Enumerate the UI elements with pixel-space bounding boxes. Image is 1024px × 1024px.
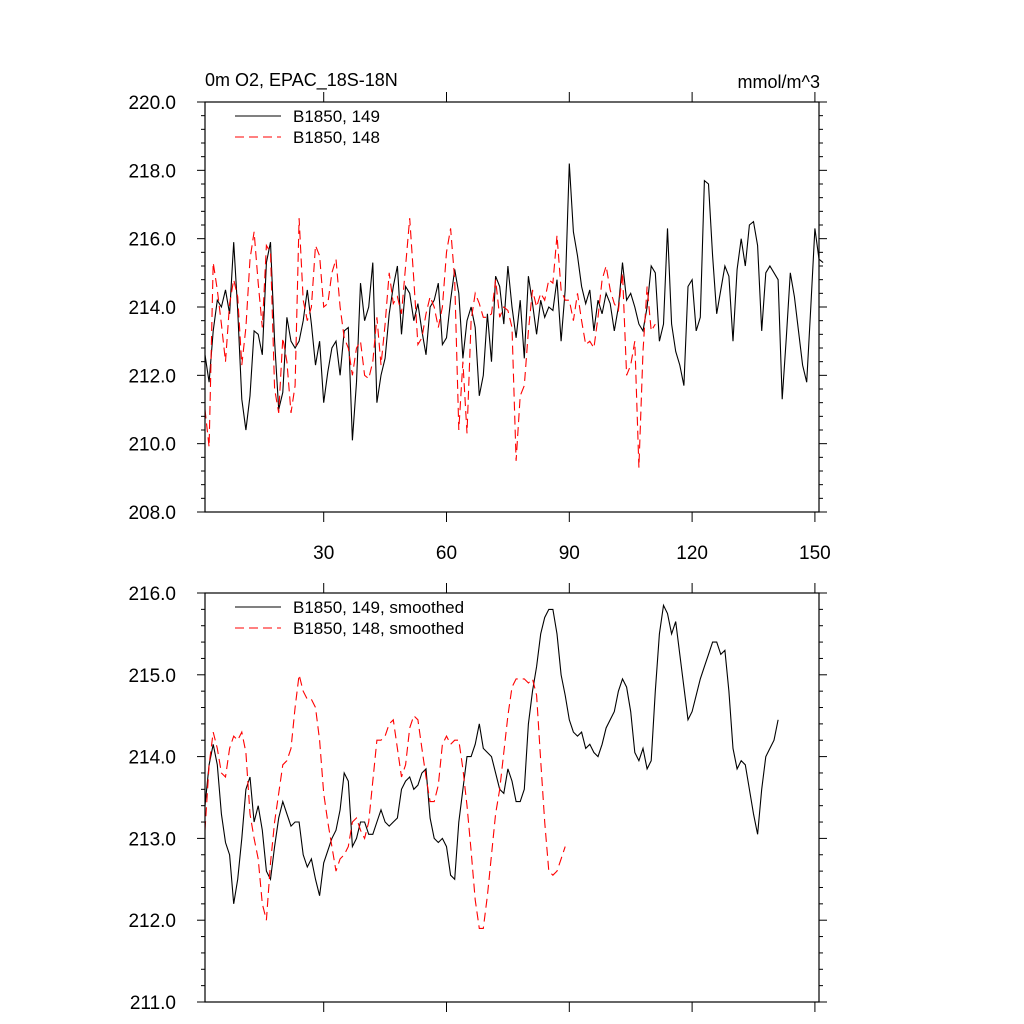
series-layer-top [204,163,824,468]
x-tick-label: 120 [676,543,708,564]
tick-layer-bottom [197,583,827,1012]
x-tick-label: 30 [313,543,334,564]
series-line-2 [204,218,656,468]
y-tick-label: 216.0 [128,230,176,251]
plot-frame-bottom [204,592,820,1003]
y-tick-label: 208.0 [128,503,176,524]
y-tick-label: 214.0 [128,748,176,769]
series-layer-bottom [204,603,779,929]
y-tick-label: 212.0 [128,366,176,387]
y-tick-label: 210.0 [128,435,176,456]
top-panel: 0m O2, EPAC_18S-18N mmol/m^3 208.0210.02… [128,70,830,564]
legend-label-1: B1850, 149, smoothed [293,598,464,617]
plot-frame-top [204,101,820,513]
y-tick-label: 214.0 [128,298,176,319]
legend-label-2: B1850, 148 [293,128,380,147]
y-tick-label: 216.0 [128,584,176,605]
tick-labels-bottom: 211.0 212.0 213.0 214.0 215.0 216.0 [128,584,176,1014]
bottom-panel: 211.0 212.0 213.0 214.0 215.0 216.0 B1850, 14… [128,583,827,1014]
series-line-1 [204,603,779,904]
y-tick-label: 218.0 [128,161,176,182]
series-line-2 [204,674,566,929]
legend-label-2: B1850, 148, smoothed [293,619,464,638]
x-tick-label: 150 [799,543,831,564]
x-tick-label: 90 [559,543,580,564]
y-tick-label: 215.0 [128,666,176,687]
tick-layer-top [197,92,827,522]
y-tick-label: 213.0 [128,829,176,850]
y-tick-label: 220.0 [128,93,176,114]
x-tick-label: 60 [436,543,457,564]
legend-bottom: B1850, 149, smoothed B1850, 148, smoothed [235,598,464,638]
legend-top: B1850, 149 B1850, 148 [235,107,380,147]
series-line-1 [204,163,824,441]
legend-label-1: B1850, 149 [293,107,380,126]
tick-labels-top: 208.0 210.0 212.0 214.0 216.0 218.0 220.0 30 60 9… [128,93,830,564]
y-tick-label: 212.0 [128,911,176,932]
units-label: mmol/m^3 [738,72,820,92]
y-tick-label: 211.0 [130,993,176,1014]
panel-title: 0m O2, EPAC_18S-18N [205,70,398,91]
